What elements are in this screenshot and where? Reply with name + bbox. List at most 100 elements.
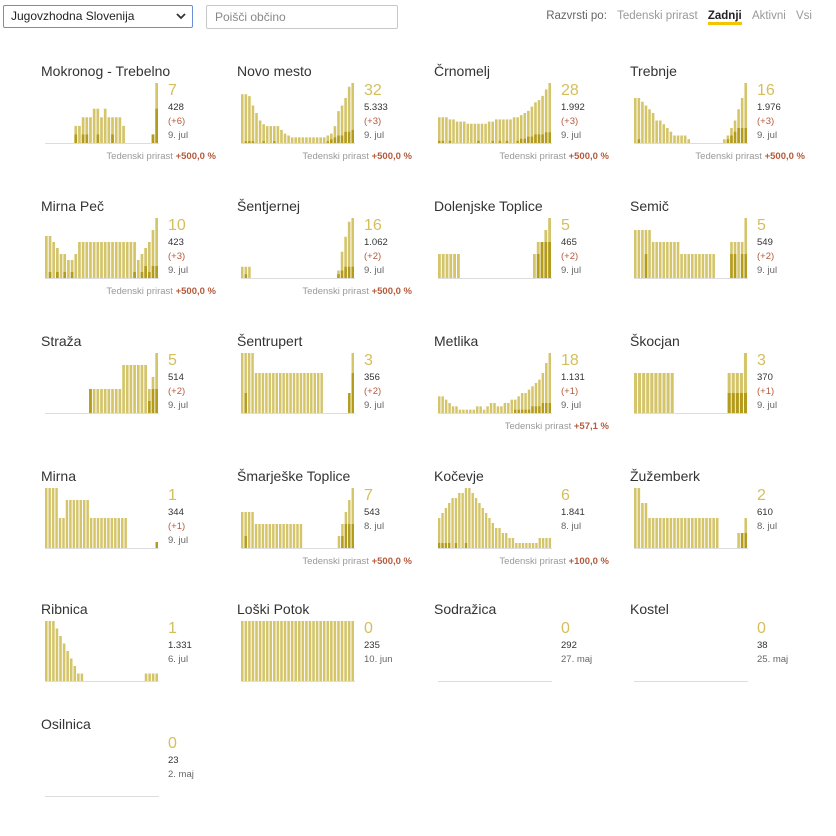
chart-bar xyxy=(637,230,641,278)
chart-bar xyxy=(676,518,680,548)
municipality-card[interactable]: Mokronog - Trebelno 7 428 (+6) 9. jul Tedensk… xyxy=(41,63,221,183)
chart-bar-new xyxy=(81,134,85,143)
total-cases: 1.976 xyxy=(757,102,781,113)
sort-option-weekly-growth[interactable]: Tedenski prirast xyxy=(617,10,698,22)
chart-bar xyxy=(662,242,666,278)
chart-bar xyxy=(92,108,96,143)
municipality-search-input[interactable]: Poišči občino xyxy=(206,5,398,29)
municipality-card[interactable]: Ribnica 1 1.331 6. jul xyxy=(41,601,221,721)
chart-bar xyxy=(140,254,144,278)
chart-bar xyxy=(122,242,125,278)
region-select[interactable]: Jugovzhodna Slovenija xyxy=(3,5,193,28)
municipality-card[interactable]: Šmarješke Toplice 7 543 8. jul Tedenski prir… xyxy=(237,468,417,588)
mini-bar-chart xyxy=(634,488,748,549)
chart-bar xyxy=(534,102,537,143)
chart-bar xyxy=(292,524,296,548)
chart-bar xyxy=(507,403,510,413)
chart-bar xyxy=(96,242,100,278)
active-cases: 16 xyxy=(757,82,775,99)
weekly-growth-value: +57,1 % xyxy=(573,421,609,432)
chart-bar xyxy=(340,621,344,681)
chart-bar xyxy=(337,536,341,548)
chart-bar xyxy=(241,512,244,548)
municipality-card[interactable]: Kočevje 6 1.841 8. jul Tedenski prirast +100… xyxy=(434,468,614,588)
municipality-card[interactable]: Sodražica 0 292 27. maj xyxy=(434,601,614,721)
chart-bar xyxy=(468,488,471,548)
municipality-card[interactable]: Semič 5 549 (+2) 9. jul xyxy=(630,198,810,318)
new-cases-delta: (+2) xyxy=(364,251,382,262)
chart-bar xyxy=(712,254,715,278)
total-cases: 1.841 xyxy=(561,507,585,518)
total-cases: 356 xyxy=(364,372,380,383)
chart-bar xyxy=(495,528,498,548)
chart-bar xyxy=(666,373,670,413)
chart-bar xyxy=(251,512,254,548)
municipality-card[interactable]: Loški Potok 0 235 10. jun xyxy=(237,601,417,721)
sort-option-active[interactable]: Aktivni xyxy=(751,10,786,22)
municipality-card[interactable]: Novo mesto 32 5.333 (+3) 9. jul Tedenski prir… xyxy=(237,63,417,183)
chart-bar xyxy=(701,518,705,548)
chart-bar xyxy=(78,242,81,278)
chart-bar xyxy=(505,533,508,548)
municipality-card[interactable]: Mirna Peč 10 423 (+3) 9. jul Tedenski prirast… xyxy=(41,198,221,318)
municipality-card[interactable]: Škocjan 3 370 (+1) 9. jul xyxy=(630,333,810,453)
weekly-growth-label: Tedenski prirast xyxy=(499,556,566,567)
chart-bar xyxy=(100,389,103,413)
chart-bar xyxy=(518,543,521,548)
chart-bar xyxy=(285,524,289,548)
chart-bar xyxy=(140,365,144,413)
chart-bar xyxy=(337,621,340,681)
municipality-card[interactable]: Straža 5 514 (+2) 9. jul xyxy=(41,333,221,453)
mini-bar-chart xyxy=(241,621,355,682)
municipality-card[interactable]: Žužemberk 2 610 8. jul xyxy=(630,468,810,588)
municipality-card[interactable]: Trebnje 16 1.976 (+3) 9. jul Tedenski prirast… xyxy=(630,63,810,183)
chart-bar-new xyxy=(56,272,59,278)
chart-bar xyxy=(103,242,107,278)
sort-option-all[interactable]: Vsi xyxy=(796,10,812,22)
chart-bar xyxy=(299,373,303,413)
chart-bar xyxy=(347,86,351,143)
municipality-name: Črnomelj xyxy=(434,63,491,79)
mini-bar-chart xyxy=(45,488,159,549)
municipality-card[interactable]: Osilnica 0 23 2. maj xyxy=(41,716,221,836)
municipality-card[interactable]: Metlika 18 1.131 (+1) 9. jul Tedenski prirast… xyxy=(434,333,614,453)
chart-bar-new xyxy=(740,128,744,143)
weekly-growth-value: +500,0 % xyxy=(371,556,412,567)
chart-bar-new xyxy=(144,266,147,278)
chevron-down-icon xyxy=(176,13,186,20)
chart-bar xyxy=(118,117,122,143)
chart-bar xyxy=(514,399,517,413)
chart-bar xyxy=(79,500,82,548)
chart-bar xyxy=(52,242,56,278)
municipality-card[interactable]: Šentjernej 16 1.062 (+2) 9. jul Tedenski prir… xyxy=(237,198,417,318)
municipality-card[interactable]: Črnomelj 28 1.992 (+3) 9. jul Tedenski priras… xyxy=(434,63,614,183)
chart-bar-new xyxy=(351,266,354,278)
chart-bar xyxy=(92,389,96,413)
municipality-card[interactable]: Kostel 0 38 25. maj xyxy=(630,601,810,721)
municipality-card[interactable]: Dolenjske Toplice 5 465 (+2) 9. jul xyxy=(434,198,614,318)
municipality-name: Mokronog - Trebelno xyxy=(41,63,171,79)
card-stats: 3 356 (+2) 9. jul xyxy=(364,351,384,413)
chart-bar xyxy=(444,508,448,548)
chart-bar xyxy=(337,111,340,144)
chart-bar-new xyxy=(340,135,344,143)
chart-bar xyxy=(676,242,680,278)
chart-bar-new xyxy=(273,141,276,144)
chart-bar xyxy=(462,121,466,143)
chart-bar xyxy=(276,126,280,144)
municipality-card[interactable]: Mirna 1 344 (+1) 9. jul xyxy=(41,468,221,588)
chart-bar xyxy=(687,139,690,143)
chart-bar xyxy=(272,524,275,548)
sort-option-latest[interactable]: Zadnji xyxy=(707,10,742,25)
chart-bar xyxy=(516,117,519,143)
chart-bar xyxy=(666,242,669,278)
active-cases: 5 xyxy=(757,217,766,234)
chart-bar xyxy=(487,121,491,143)
chart-bar xyxy=(670,373,674,413)
chart-bar xyxy=(285,373,289,413)
municipality-card[interactable]: Šentrupert 3 356 (+2) 9. jul xyxy=(237,333,417,453)
total-cases: 514 xyxy=(168,372,184,383)
chart-bar xyxy=(638,373,642,413)
chart-bar-new xyxy=(340,270,344,278)
chart-bar-new xyxy=(744,533,747,548)
